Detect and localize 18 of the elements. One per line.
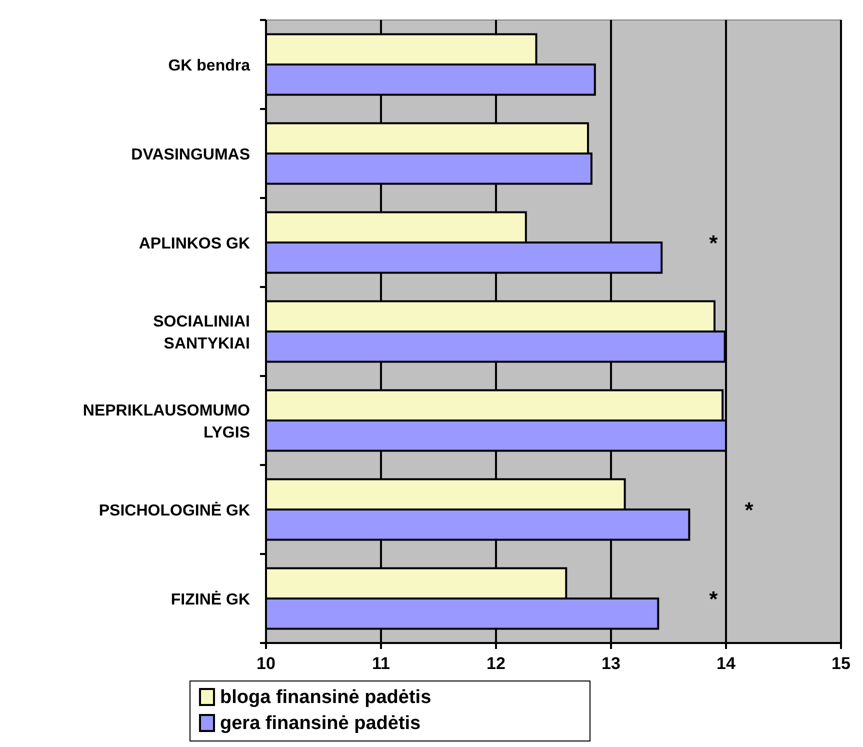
x-tick-label: 11 [372,654,390,673]
x-tick-label: 13 [602,654,620,673]
annotation: * [709,586,718,612]
annotation: * [744,498,754,522]
y-tick-label: SOCIALINIAI SANTYKIAI [153,314,250,352]
y-tick-label: PSICHOLOGINĖ GK [98,502,250,520]
y-tick-label: NEPRIKLAUSOMUMO LYGIS [82,402,250,442]
y-tick-label: FIZINĖ GK [170,590,250,608]
y-tick-label: DVASINGUMAS [131,146,250,164]
x-tick-label: 15 [832,654,850,673]
legend-label: gera finansinė padėtis [220,713,421,734]
x-tick-label: 12 [486,654,506,673]
y-tick-label: APLINKOS GK [138,236,250,252]
x-tick-label: 14 [716,654,736,673]
y-tick-label: GK bendra [168,58,250,74]
annotation: * [709,230,718,256]
legend-label: bloga finansinė padėtis [220,687,432,708]
x-tick-label: 10 [256,654,276,673]
